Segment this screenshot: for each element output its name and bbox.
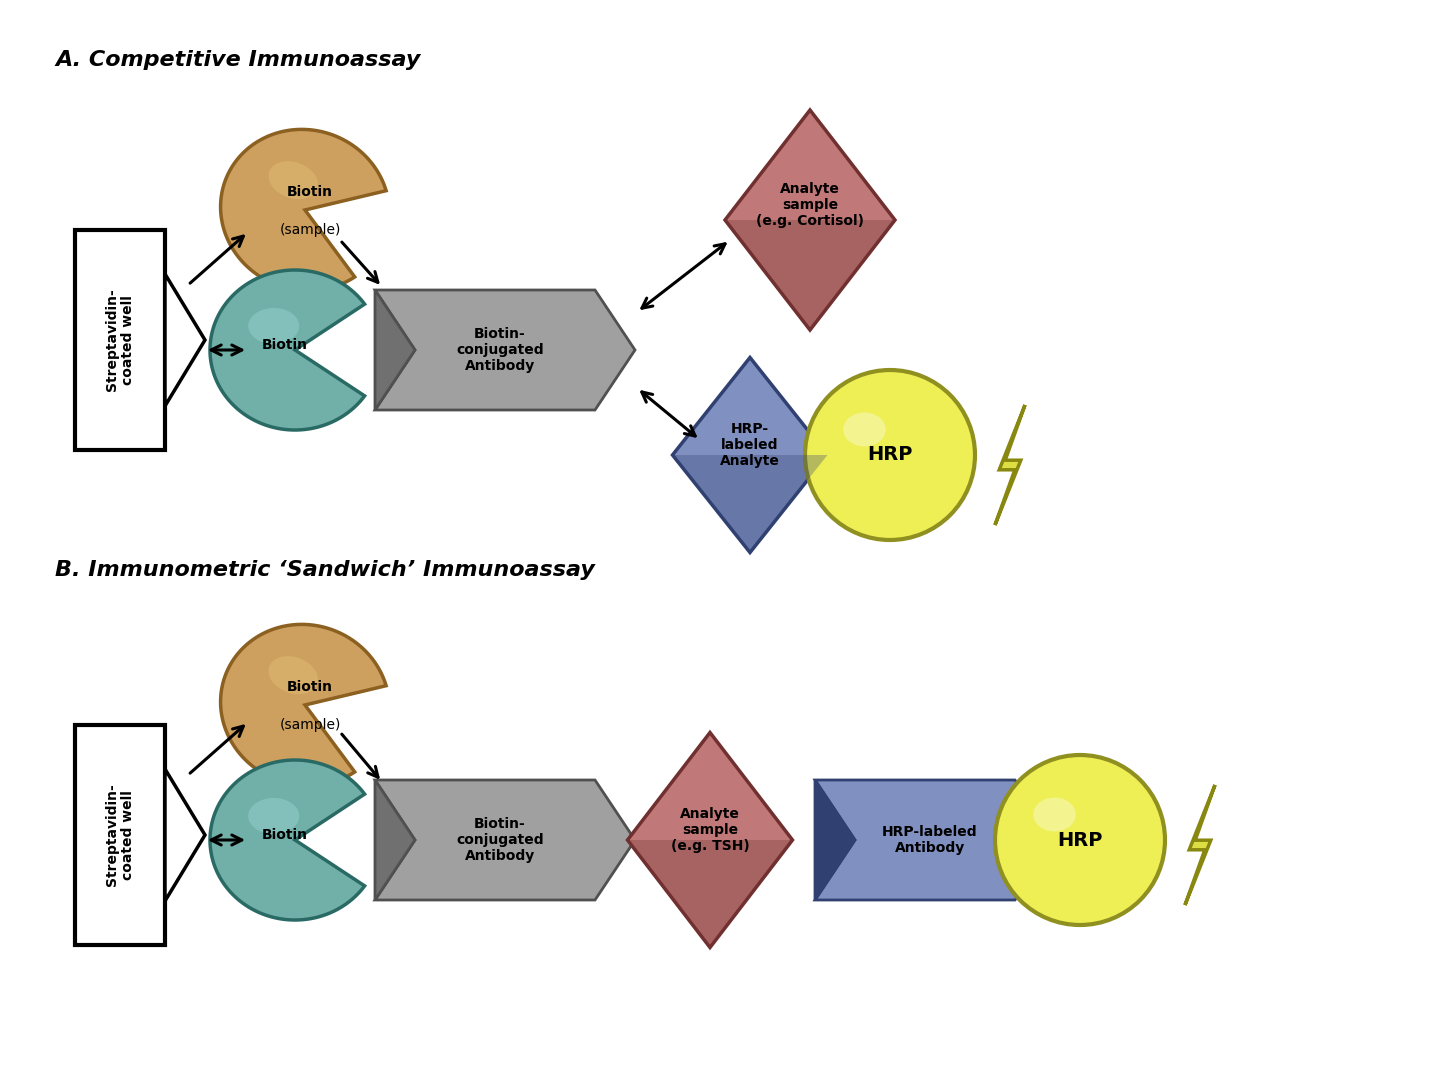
Ellipse shape xyxy=(1034,797,1076,832)
Text: HRP: HRP xyxy=(1057,831,1103,850)
Text: HRP-labeled
Antibody: HRP-labeled Antibody xyxy=(883,825,978,855)
Polygon shape xyxy=(210,760,364,920)
Text: Biotin-
conjugated
Antibody: Biotin- conjugated Antibody xyxy=(456,816,544,863)
Circle shape xyxy=(805,370,975,540)
Text: A. Competitive Immunoassay: A. Competitive Immunoassay xyxy=(55,50,420,70)
Text: Streptavidin-
coated well: Streptavidin- coated well xyxy=(105,784,135,887)
Text: Biotin: Biotin xyxy=(262,338,308,352)
Polygon shape xyxy=(1185,785,1215,905)
Polygon shape xyxy=(815,780,1056,900)
Text: Analyte
sample
(e.g. TSH): Analyte sample (e.g. TSH) xyxy=(671,807,749,853)
Text: (sample): (sample) xyxy=(279,222,341,237)
Ellipse shape xyxy=(268,657,318,694)
Polygon shape xyxy=(374,780,415,900)
Text: B. Immunometric ‘Sandwich’ Immunoassay: B. Immunometric ‘Sandwich’ Immunoassay xyxy=(55,561,595,580)
Polygon shape xyxy=(374,291,415,410)
Polygon shape xyxy=(672,455,828,553)
Ellipse shape xyxy=(268,161,318,199)
Polygon shape xyxy=(724,220,896,330)
Text: Biotin: Biotin xyxy=(262,828,308,842)
Ellipse shape xyxy=(248,308,300,345)
Ellipse shape xyxy=(844,413,886,446)
Polygon shape xyxy=(724,110,896,330)
FancyBboxPatch shape xyxy=(75,725,166,945)
Text: (sample): (sample) xyxy=(279,718,341,732)
Polygon shape xyxy=(220,624,386,785)
Polygon shape xyxy=(374,291,635,410)
Text: Streptavidin-
coated well: Streptavidin- coated well xyxy=(105,288,135,391)
Text: Biotin: Biotin xyxy=(287,680,333,694)
FancyBboxPatch shape xyxy=(75,230,166,450)
Circle shape xyxy=(995,755,1165,924)
Polygon shape xyxy=(210,270,364,430)
Text: HRP-
labeled
Analyte: HRP- labeled Analyte xyxy=(720,422,780,469)
Ellipse shape xyxy=(248,798,300,834)
Polygon shape xyxy=(166,769,204,901)
Polygon shape xyxy=(628,840,792,947)
Text: Analyte
sample
(e.g. Cortisol): Analyte sample (e.g. Cortisol) xyxy=(756,181,864,228)
Polygon shape xyxy=(374,780,635,900)
Polygon shape xyxy=(672,357,828,553)
Polygon shape xyxy=(815,780,855,900)
Polygon shape xyxy=(628,732,792,947)
Text: Biotin-
conjugated
Antibody: Biotin- conjugated Antibody xyxy=(456,327,544,374)
Polygon shape xyxy=(220,130,386,291)
Polygon shape xyxy=(995,405,1025,525)
Polygon shape xyxy=(166,274,204,406)
Text: Biotin: Biotin xyxy=(287,185,333,199)
Text: HRP: HRP xyxy=(867,445,913,464)
